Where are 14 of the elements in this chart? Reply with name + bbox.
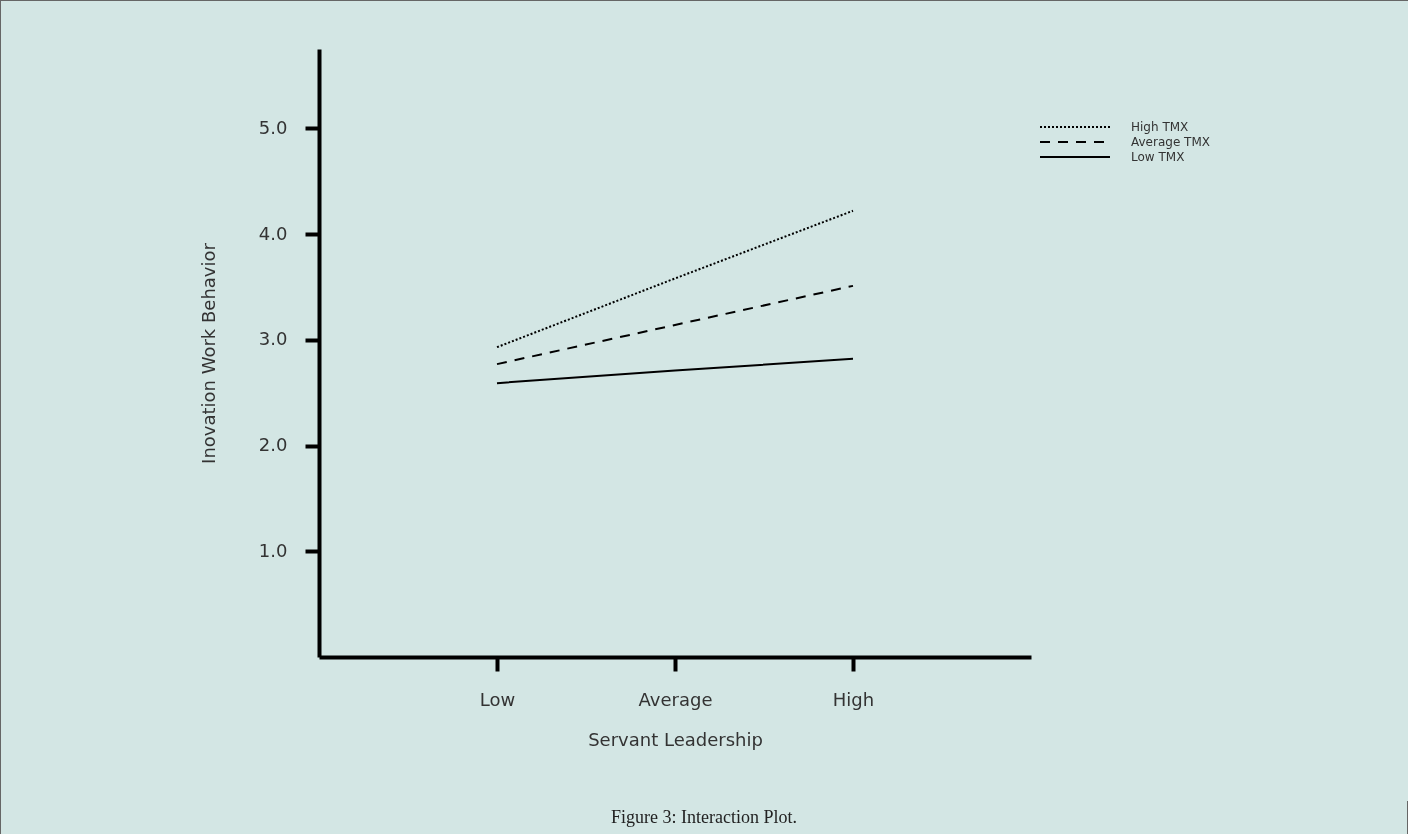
y-tick-label: 5.0 [258, 116, 288, 138]
x-tick-label: High [832, 688, 875, 710]
text: High TMX [1131, 120, 1189, 134]
y-tick-label: 3.0 [258, 328, 288, 350]
x-tick-label: Average [638, 688, 713, 710]
caption: Figure 3: Interaction Plot. [610, 807, 798, 828]
y-tick-label: 2.0 [258, 434, 288, 456]
y-axis-title: Inovation Work Behavior [197, 242, 219, 464]
y-tick-label: 4.0 [258, 222, 288, 244]
x-tick-label: Low [479, 688, 516, 710]
y-tick-label: 1.0 [258, 539, 288, 561]
text: Average TMX [1131, 135, 1210, 149]
x-axis-title: Servant Leadership [588, 728, 763, 750]
text: Low TMX [1131, 150, 1185, 164]
